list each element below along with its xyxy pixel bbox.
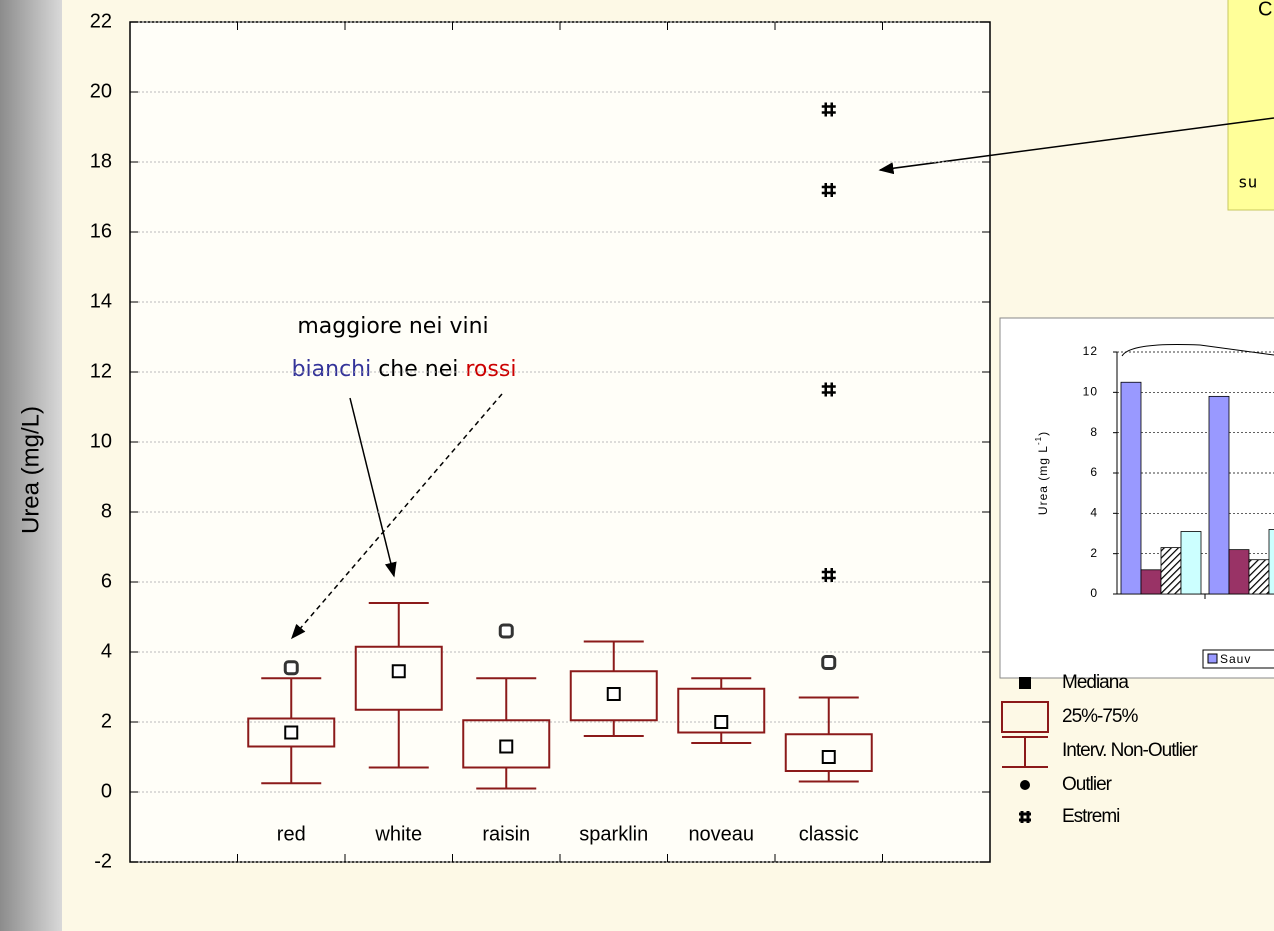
legend-label: Mediana bbox=[1062, 672, 1129, 693]
y-tick-label: 22 bbox=[90, 10, 112, 32]
legend-label: Estremi bbox=[1062, 806, 1119, 827]
inset-bar bbox=[1209, 396, 1229, 594]
y-tick-label: 16 bbox=[90, 220, 112, 242]
legend-label: Interv. Non-Outlier bbox=[1062, 740, 1198, 761]
median bbox=[393, 665, 405, 677]
median bbox=[823, 751, 835, 763]
y-tick-label: -2 bbox=[94, 850, 112, 872]
median bbox=[285, 727, 297, 739]
inset-bar bbox=[1249, 560, 1269, 594]
x-tick-label: raisin bbox=[482, 823, 530, 845]
median bbox=[608, 688, 620, 700]
inset-legend-swatch bbox=[1208, 654, 1217, 663]
x-tick-label: noveau bbox=[688, 823, 754, 845]
y-tick-label: 18 bbox=[90, 150, 112, 172]
inset-bar bbox=[1269, 529, 1274, 594]
outlier bbox=[285, 662, 297, 674]
outlier bbox=[823, 657, 835, 669]
inset-bar bbox=[1161, 548, 1181, 594]
y-tick-label: 0 bbox=[101, 780, 112, 802]
y-tick-label: 8 bbox=[101, 500, 112, 522]
legend-label: 25%-75% bbox=[1062, 706, 1138, 727]
inset-bar bbox=[1181, 531, 1201, 594]
y-tick-label: 2 bbox=[101, 710, 112, 732]
inset-legend-label: Sauv bbox=[1220, 652, 1251, 666]
slide: Urea (mg/L) maggiore nei vini bianchi ch… bbox=[0, 0, 1274, 931]
y-tick-label: 14 bbox=[90, 290, 112, 312]
inset-y-tick-label: 10 bbox=[1083, 385, 1098, 399]
legend-symbol bbox=[1019, 811, 1031, 823]
inset-bar bbox=[1121, 382, 1141, 594]
annotation-word: rossi bbox=[465, 357, 516, 382]
inset-y-tick-label: 0 bbox=[1090, 586, 1098, 600]
y-tick-label: 10 bbox=[90, 430, 112, 452]
annotation-word: che nei bbox=[371, 357, 465, 382]
inset-y-axis-label-part: -1 bbox=[1034, 436, 1043, 445]
annotation: maggiore nei vini bbox=[297, 314, 488, 339]
median bbox=[715, 716, 727, 728]
legend-symbol bbox=[1020, 780, 1030, 790]
y-tick-label: 12 bbox=[90, 360, 112, 382]
outlier bbox=[500, 625, 512, 637]
inset-y-tick-label: 6 bbox=[1090, 465, 1098, 479]
legend-symbol bbox=[1002, 737, 1048, 767]
annotation-word: bianchi bbox=[292, 357, 372, 382]
inset-y-axis-label-part: ) bbox=[1036, 431, 1050, 436]
y-axis-label: Urea (mg/L) bbox=[17, 406, 44, 534]
inset-y-tick-label: 2 bbox=[1090, 546, 1098, 560]
y-tick-label: 4 bbox=[101, 640, 112, 662]
y-tick-label: 20 bbox=[90, 80, 112, 102]
legend-label: Outlier bbox=[1062, 774, 1113, 795]
x-tick-label: sparklin bbox=[579, 823, 648, 845]
inset-y-tick-label: 12 bbox=[1083, 344, 1098, 358]
y-tick-label: 6 bbox=[101, 570, 112, 592]
x-tick-label: classic bbox=[799, 823, 859, 845]
inset-y-tick-label: 8 bbox=[1090, 425, 1098, 439]
legend-symbol bbox=[1002, 702, 1048, 732]
x-tick-label: red bbox=[277, 823, 306, 845]
callout-text: C bbox=[1258, 0, 1272, 20]
median bbox=[500, 741, 512, 753]
inset-y-tick-label: 4 bbox=[1090, 506, 1098, 520]
inset-bar bbox=[1229, 550, 1249, 594]
inset-bar bbox=[1141, 570, 1161, 594]
callout-text: su bbox=[1238, 173, 1257, 192]
page: {"chart_data": [ {"type": "box", "y_labe… bbox=[0, 0, 1274, 931]
annotation: bianchi che nei rossi bbox=[292, 357, 517, 382]
legend-symbol bbox=[1019, 677, 1031, 689]
inset-y-axis-label-part: Urea (mg L bbox=[1036, 445, 1050, 515]
x-tick-label: white bbox=[374, 823, 422, 845]
